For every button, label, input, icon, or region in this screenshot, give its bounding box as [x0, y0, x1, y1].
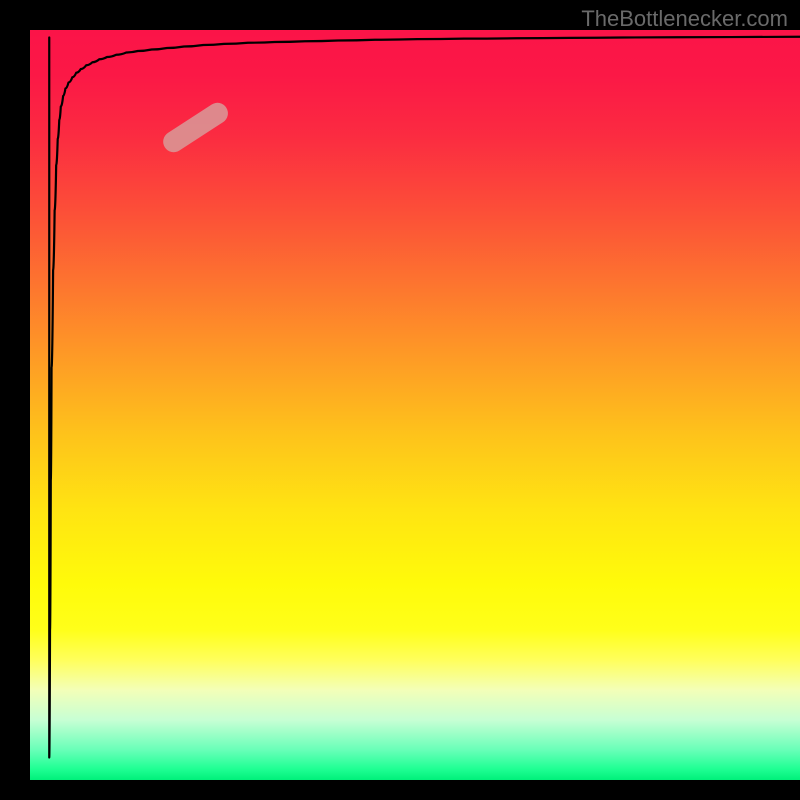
- highlight-marker: [159, 99, 232, 156]
- watermark-text: TheBottlenecker.com: [581, 6, 788, 32]
- plot-area: [30, 30, 800, 780]
- bottleneck-curve: [30, 30, 800, 780]
